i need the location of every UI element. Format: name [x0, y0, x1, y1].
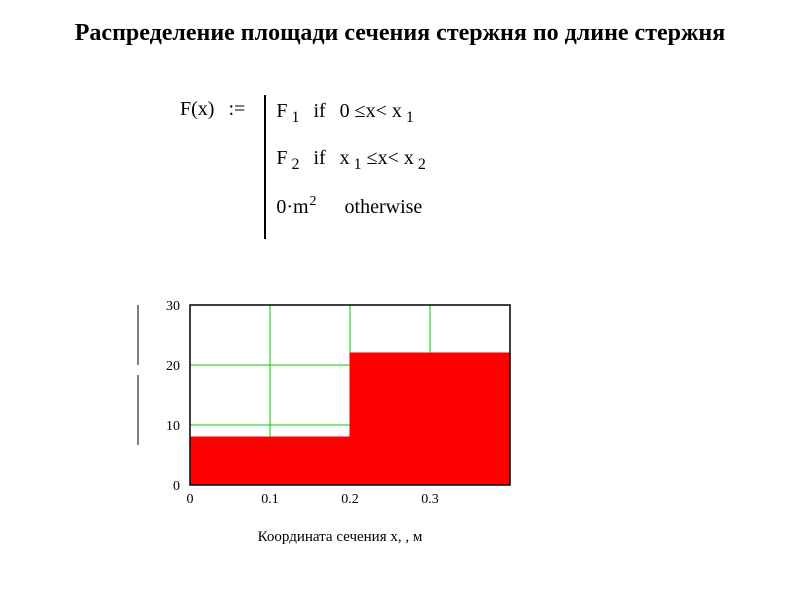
page-title: Распределение площади сечения стержня по… [0, 18, 800, 48]
c1-le: ≤ [355, 100, 366, 122]
c2-a: x [340, 147, 350, 169]
formula-block: F(x):= F1if0 ≤x< x1 F2ifx1 ≤x< x2 0·m2ot… [180, 95, 426, 239]
formula-lhs: F(x):= [180, 95, 245, 119]
c2-as: 1 [350, 156, 362, 173]
c1-if: if [313, 100, 325, 122]
svg-text:10: 10 [166, 419, 180, 434]
c3-other: otherwise [345, 196, 423, 218]
c1-sub: 1 [287, 109, 299, 126]
c1-r: x [392, 100, 402, 122]
chart-container: 0 10 20 30 0 0.1 0.2 0.3 Координата сечения x, … [130, 295, 550, 546]
c3-0: 0 [276, 196, 286, 218]
c1-val: F [276, 100, 287, 122]
c2-lt: < [388, 147, 399, 169]
x-axis-label: Координата сечения x, , м [130, 529, 550, 546]
c2-rs: 2 [414, 156, 426, 173]
c3-m: m [293, 196, 309, 218]
c3-dot: · [286, 196, 293, 218]
svg-text:30: 30 [166, 299, 180, 314]
lhs-func: F [180, 98, 191, 120]
c2-r: x [404, 147, 414, 169]
c2-x: x [378, 147, 388, 169]
svg-text:0.3: 0.3 [421, 492, 439, 507]
svg-text:0: 0 [187, 492, 194, 507]
c1-rs: 1 [402, 109, 414, 126]
c2-sub: 2 [287, 156, 299, 173]
lhs-arg: x [198, 98, 208, 120]
formula-rhs: F1if0 ≤x< x1 F2ifx1 ≤x< x2 0·m2otherwise [264, 95, 426, 239]
c1-a: 0 [340, 100, 350, 122]
svg-text:20: 20 [166, 359, 180, 374]
c2-if: if [313, 147, 325, 169]
case-1: F1if0 ≤x< x1 [276, 101, 426, 126]
c2-val: F [276, 147, 287, 169]
c3-sup: 2 [309, 194, 317, 209]
svg-text:0: 0 [173, 479, 180, 494]
c1-lt: < [376, 100, 387, 122]
c2-le: ≤ [367, 147, 378, 169]
case-3: 0·m2 otherwise [276, 195, 426, 217]
svg-text:0.2: 0.2 [341, 492, 359, 507]
c1-x: x [366, 100, 376, 122]
case-2: F2ifx1 ≤x< x2 [276, 148, 426, 173]
svg-text:0.1: 0.1 [261, 492, 279, 507]
assign: := [228, 98, 245, 120]
area-chart: 0 10 20 30 0 0.1 0.2 0.3 [130, 295, 550, 525]
